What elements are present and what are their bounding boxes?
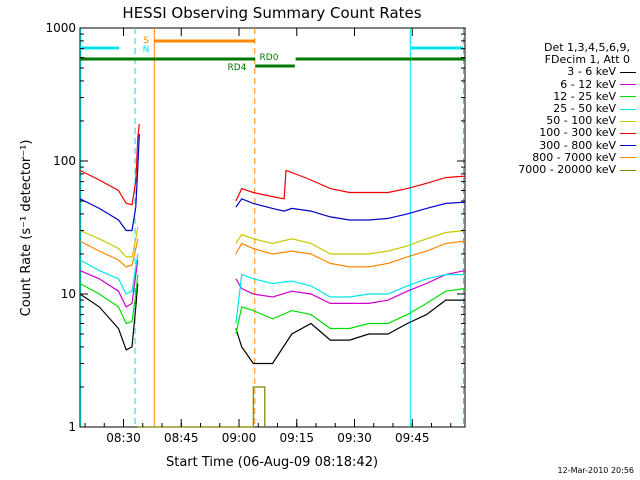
legend-label: 800 - 7000 keV bbox=[532, 150, 616, 164]
legend-entry: 300 - 800 keV bbox=[500, 138, 636, 152]
legend-label: 7000 - 20000 keV bbox=[518, 163, 616, 177]
x-tick-label: 08:30 bbox=[106, 431, 141, 445]
series-line-25-50-kev bbox=[79, 253, 465, 324]
y-tick-label: 10 bbox=[61, 287, 76, 301]
x-tick-label: 09:00 bbox=[222, 431, 257, 445]
x-tick-label: 09:15 bbox=[279, 431, 314, 445]
legend-swatch bbox=[620, 96, 636, 98]
y-tick-label: 1000 bbox=[45, 21, 76, 35]
x-tick-label: 09:45 bbox=[395, 431, 430, 445]
legend-entry: 800 - 7000 keV bbox=[500, 150, 636, 164]
date-stamp: 12-Mar-2010 20:56 bbox=[557, 466, 635, 475]
series-line-100-300-kev bbox=[79, 123, 466, 206]
legend-entry: 3 - 6 keV bbox=[500, 66, 636, 78]
y-tick-label: 1 bbox=[68, 420, 76, 434]
series-line-3-6-kev bbox=[79, 283, 465, 365]
legend-entry: 25 - 50 keV bbox=[500, 102, 636, 116]
legend-entry: 50 - 100 keV bbox=[500, 115, 636, 127]
annotation-rd0: RD0 bbox=[260, 53, 279, 63]
legend-label: 300 - 800 keV bbox=[539, 138, 616, 152]
y-axis-ticks: 1 10 100 1000 bbox=[45, 21, 465, 434]
legend-swatch bbox=[620, 72, 636, 73]
series-line-7000-20000-kev bbox=[137, 386, 266, 428]
legend-swatch bbox=[620, 157, 636, 159]
y-axis-label: Count Rate (s⁻¹ detector⁻¹) bbox=[19, 140, 34, 317]
legend-entry: 100 - 300 keV bbox=[500, 127, 636, 139]
legend-swatch bbox=[620, 169, 636, 171]
legend-entry: 6 - 12 keV bbox=[500, 77, 636, 91]
legend-header-line-2: FDecim 1, Att 0 bbox=[544, 53, 630, 67]
x-axis-label: Start Time (06-Aug-09 08:18:42) bbox=[166, 455, 378, 470]
legend-swatch bbox=[620, 120, 636, 122]
legend-entries: 3 - 6 keV 6 - 12 keV 12 - 25 keV 25 - 50 ke… bbox=[500, 66, 636, 176]
plot-frame bbox=[79, 27, 466, 428]
series-line-12-25-kev bbox=[79, 274, 466, 335]
x-tick-label: 09:30 bbox=[337, 431, 372, 445]
legend-label: 50 - 100 keV bbox=[546, 114, 616, 128]
legend-swatch bbox=[620, 108, 636, 110]
annotation-n: N bbox=[143, 45, 150, 55]
y-tick-label: 100 bbox=[53, 154, 76, 168]
legend-label: 6 - 12 keV bbox=[560, 77, 616, 91]
series-line-300-800-kev bbox=[79, 133, 466, 232]
series-line-50-100-kev bbox=[79, 226, 466, 258]
instrument-state-bars bbox=[80, 28, 465, 427]
x-tick-label: 08:45 bbox=[164, 431, 199, 445]
legend-swatch bbox=[620, 84, 636, 86]
series-line-800-7000-kev bbox=[79, 238, 466, 268]
legend-label: 12 - 25 keV bbox=[553, 89, 616, 103]
annotation-rd4: RD4 bbox=[228, 63, 247, 73]
legend-entry: 12 - 25 keV bbox=[500, 89, 636, 103]
annotation-s: S bbox=[143, 36, 149, 46]
series-lines bbox=[79, 123, 466, 428]
series-line-6-12-kev bbox=[79, 259, 466, 308]
legend-label: 3 - 6 keV bbox=[567, 65, 616, 79]
legend-label: 25 - 50 keV bbox=[553, 102, 616, 116]
legend-entry: 7000 - 20000 keV bbox=[500, 163, 636, 177]
x-axis-ticks: 08:30 08:45 09:00 09:15 09:30 09:45 bbox=[84, 28, 452, 445]
chart-legend: Det 1,3,4,5,6,9, FDecim 1, Att 0 3 - 6 k… bbox=[500, 41, 636, 176]
legend-swatch bbox=[620, 133, 636, 135]
chart-title: HESSI Observing Summary Count Rates bbox=[122, 4, 421, 22]
legend-header-line-1: Det 1,3,4,5,6,9, bbox=[543, 41, 630, 54]
legend-label: 100 - 300 keV bbox=[539, 126, 616, 140]
legend-swatch bbox=[620, 145, 636, 147]
